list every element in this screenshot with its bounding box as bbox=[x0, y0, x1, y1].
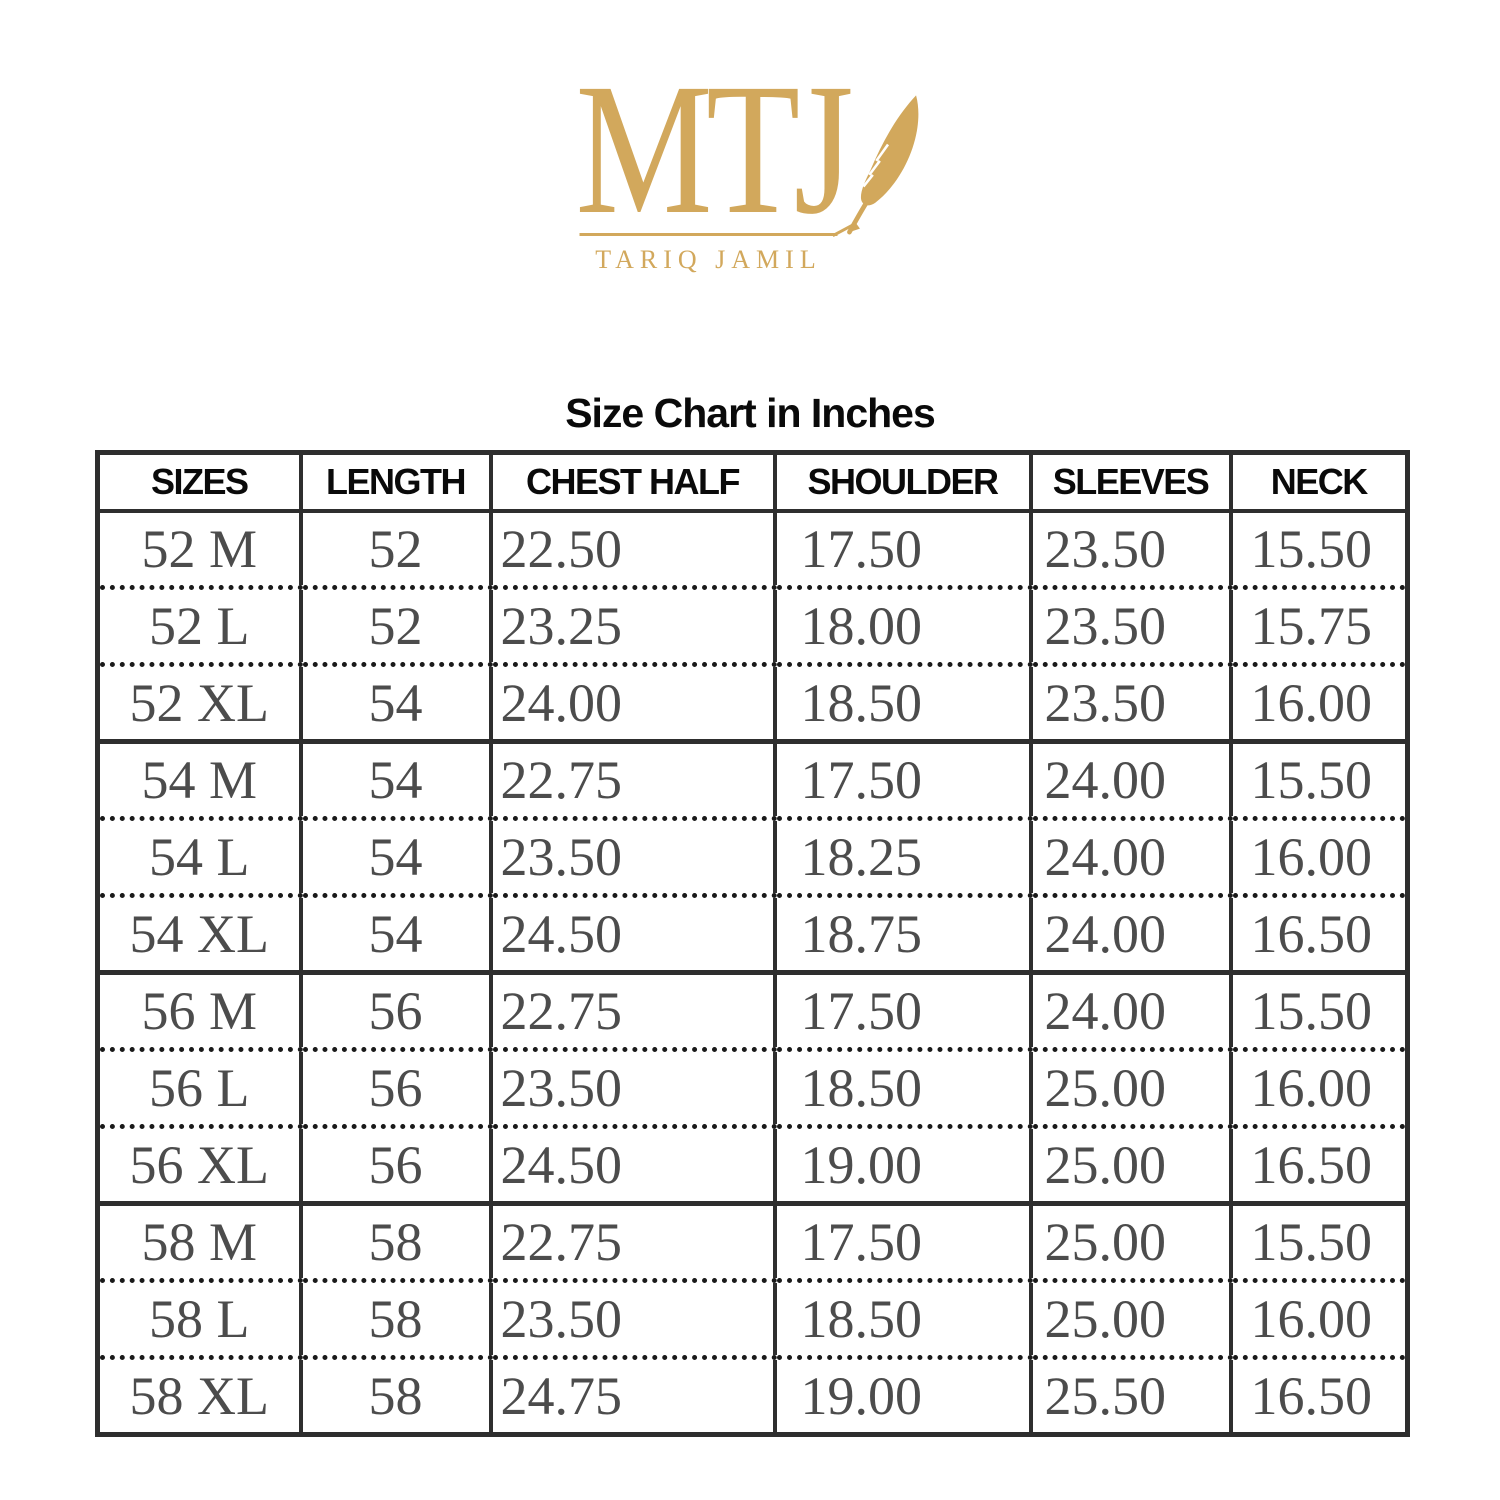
size-cell: 56 M bbox=[97, 970, 301, 1050]
shoulder-cell: 17.50 bbox=[772, 739, 1031, 819]
sleeves-cell: 23.50 bbox=[1028, 585, 1231, 665]
table-row: 56 M 56 22.75 17.50 24.00 15.50 bbox=[97, 970, 1408, 1050]
chest-half-cell: 22.75 bbox=[488, 970, 775, 1050]
chest-half-cell: 24.50 bbox=[488, 1124, 775, 1204]
sleeves-cell: 25.00 bbox=[1028, 1124, 1231, 1204]
chest-half-cell: 23.50 bbox=[488, 816, 775, 896]
table-row: 58 L 58 23.50 18.50 25.00 16.00 bbox=[97, 1278, 1408, 1358]
chest-half-cell: 22.50 bbox=[488, 511, 775, 588]
header-row: SIZES LENGTH CHEST HALF SHOULDER SLEEVES… bbox=[97, 452, 1408, 513]
neck-cell: 15.50 bbox=[1228, 970, 1408, 1050]
shoulder-cell: 17.50 bbox=[772, 970, 1031, 1050]
chest-half-cell: 22.75 bbox=[488, 1201, 775, 1281]
neck-cell: 15.75 bbox=[1228, 585, 1408, 665]
size-cell: 52 XL bbox=[97, 662, 301, 742]
shoulder-cell: 18.25 bbox=[772, 816, 1031, 896]
table-row: 56 L 56 23.50 18.50 25.00 16.00 bbox=[97, 1047, 1408, 1127]
page-title: Size Chart in Inches bbox=[565, 390, 936, 436]
shoulder-cell: 18.50 bbox=[772, 1047, 1031, 1127]
table-row: 54 XL 54 24.50 18.75 24.00 16.50 bbox=[97, 893, 1408, 973]
size-chart-table: SIZES LENGTH CHEST HALF SHOULDER SLEEVES… bbox=[95, 450, 1410, 1437]
neck-cell: 16.50 bbox=[1228, 893, 1408, 973]
chest-half-cell: 23.50 bbox=[488, 1047, 775, 1127]
size-cell: 56 XL bbox=[97, 1124, 301, 1204]
size-cell: 58 XL bbox=[97, 1355, 301, 1435]
sleeves-cell: 24.00 bbox=[1028, 816, 1231, 896]
chest-half-cell: 22.75 bbox=[488, 739, 775, 819]
shoulder-cell: 19.00 bbox=[772, 1124, 1031, 1204]
chest-half-cell: 24.00 bbox=[488, 662, 775, 742]
neck-cell: 16.50 bbox=[1228, 1355, 1408, 1435]
table-row: 54 M 54 22.75 17.50 24.00 15.50 bbox=[97, 739, 1408, 819]
chest-half-cell: 24.50 bbox=[488, 893, 775, 973]
sleeves-cell: 25.00 bbox=[1028, 1278, 1231, 1358]
length-cell: 52 bbox=[298, 511, 491, 588]
shoulder-cell: 17.50 bbox=[772, 1201, 1031, 1281]
column-header-shoulder: SHOULDER bbox=[772, 452, 1031, 513]
column-header-chest-half: CHEST HALF bbox=[488, 452, 775, 513]
chest-half-cell: 23.25 bbox=[488, 585, 775, 665]
neck-cell: 15.50 bbox=[1228, 1201, 1408, 1281]
length-cell: 58 bbox=[298, 1278, 491, 1358]
neck-cell: 16.00 bbox=[1228, 662, 1408, 742]
table-row: 58 M 58 22.75 17.50 25.00 15.50 bbox=[97, 1201, 1408, 1281]
length-cell: 54 bbox=[298, 893, 491, 973]
length-cell: 52 bbox=[298, 585, 491, 665]
sleeves-cell: 25.00 bbox=[1028, 1047, 1231, 1127]
length-cell: 56 bbox=[298, 1124, 491, 1204]
sleeves-cell: 23.50 bbox=[1028, 511, 1231, 588]
length-cell: 56 bbox=[298, 1047, 491, 1127]
sleeves-cell: 25.50 bbox=[1028, 1355, 1231, 1435]
sleeves-cell: 24.00 bbox=[1028, 893, 1231, 973]
size-cell: 54 XL bbox=[97, 893, 301, 973]
sleeves-cell: 24.00 bbox=[1028, 970, 1231, 1050]
size-cell: 56 L bbox=[97, 1047, 301, 1127]
size-cell: 54 M bbox=[97, 739, 301, 819]
shoulder-cell: 17.50 bbox=[772, 511, 1031, 588]
length-cell: 56 bbox=[298, 970, 491, 1050]
column-header-sizes: SIZES bbox=[97, 452, 301, 513]
shoulder-cell: 18.50 bbox=[772, 1278, 1031, 1358]
length-cell: 54 bbox=[298, 816, 491, 896]
length-cell: 54 bbox=[298, 739, 491, 819]
size-cell: 58 L bbox=[97, 1278, 301, 1358]
logo-underline bbox=[579, 233, 838, 236]
table-row: 56 XL 56 24.50 19.00 25.00 16.50 bbox=[97, 1124, 1408, 1204]
shoulder-cell: 18.00 bbox=[772, 585, 1031, 665]
quill-feather-icon bbox=[847, 95, 919, 235]
column-header-sleeves: SLEEVES bbox=[1028, 452, 1231, 513]
chest-half-cell: 23.50 bbox=[488, 1278, 775, 1358]
table-row: 52 M 52 22.50 17.50 23.50 15.50 bbox=[97, 511, 1408, 588]
brand-logo: MTJ TARIQ JAMIL bbox=[576, 55, 923, 290]
column-header-neck: NECK bbox=[1228, 452, 1408, 513]
table-body: 52 M 52 22.50 17.50 23.50 15.50 52 L 52 23.25 18.… bbox=[97, 511, 1408, 1435]
size-cell: 52 M bbox=[97, 511, 301, 588]
neck-cell: 16.50 bbox=[1228, 1124, 1408, 1204]
table-row: 52 L 52 23.25 18.00 23.50 15.75 bbox=[97, 585, 1408, 665]
neck-cell: 16.00 bbox=[1228, 1047, 1408, 1127]
shoulder-cell: 19.00 bbox=[772, 1355, 1031, 1435]
table-row: 58 XL 58 24.75 19.00 25.50 16.50 bbox=[97, 1355, 1408, 1435]
neck-cell: 15.50 bbox=[1228, 511, 1408, 588]
size-cell: 54 L bbox=[97, 816, 301, 896]
column-header-length: LENGTH bbox=[298, 452, 491, 513]
chest-half-cell: 24.75 bbox=[488, 1355, 775, 1435]
size-cell: 52 L bbox=[97, 585, 301, 665]
logo-brand-name: TARIQ JAMIL bbox=[595, 245, 822, 274]
neck-cell: 16.00 bbox=[1228, 1278, 1408, 1358]
size-cell: 58 M bbox=[97, 1201, 301, 1281]
length-cell: 58 bbox=[298, 1355, 491, 1435]
logo-monogram: MTJ bbox=[575, 44, 854, 253]
length-cell: 54 bbox=[298, 662, 491, 742]
table-row: 52 XL 54 24.00 18.50 23.50 16.00 bbox=[97, 662, 1408, 742]
neck-cell: 16.00 bbox=[1228, 816, 1408, 896]
length-cell: 58 bbox=[298, 1201, 491, 1281]
shoulder-cell: 18.50 bbox=[772, 662, 1031, 742]
table-row: 54 L 54 23.50 18.25 24.00 16.00 bbox=[97, 816, 1408, 896]
neck-cell: 15.50 bbox=[1228, 739, 1408, 819]
shoulder-cell: 18.75 bbox=[772, 893, 1031, 973]
sleeves-cell: 24.00 bbox=[1028, 739, 1231, 819]
sleeves-cell: 23.50 bbox=[1028, 662, 1231, 742]
sleeves-cell: 25.00 bbox=[1028, 1201, 1231, 1281]
